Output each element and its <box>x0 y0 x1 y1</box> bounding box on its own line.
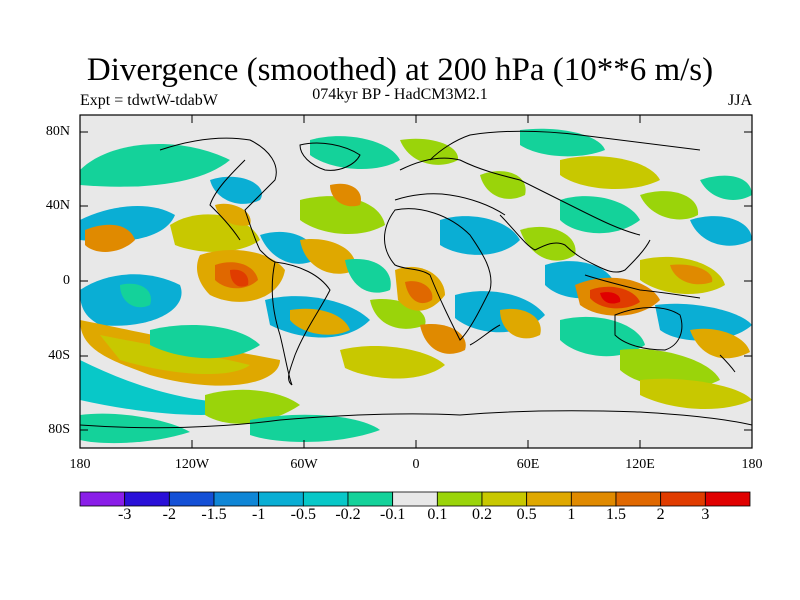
colorbar-label: 1.5 <box>606 506 626 523</box>
colorbar-swatch <box>704 491 751 507</box>
colorbar-swatch <box>526 491 572 507</box>
colorbar-label: 2 <box>656 506 665 523</box>
lon-tick-label: 180 <box>741 457 763 472</box>
colorbar-label: -1.5 <box>201 506 227 523</box>
colorbar-label: -3 <box>117 506 132 523</box>
plot-subtitle: 074kyr BP - HadCM3M2.1 <box>312 86 488 103</box>
colorbar-label: -2 <box>162 506 176 523</box>
colorbar-label: 0.5 <box>516 506 537 523</box>
colorbar-label: -0.2 <box>335 506 361 523</box>
colorbar-label: -0.5 <box>290 506 316 523</box>
colorbar-swatch <box>79 491 126 507</box>
lon-tick-label: 120E <box>625 457 655 472</box>
colorbar-swatch <box>302 491 349 507</box>
lon-tick-label: 60E <box>516 457 540 472</box>
colorbar-swatch <box>213 491 260 507</box>
colorbar-label: 0.2 <box>472 506 492 523</box>
experiment-label: Expt = tdwtW-tdabW <box>80 92 218 109</box>
lon-tick-label: 120W <box>174 457 210 472</box>
colorbar-swatch <box>481 491 528 507</box>
colorbar-label: 0.1 <box>427 506 448 523</box>
colorbar-swatch <box>436 491 483 507</box>
lat-tick-label: 40N <box>45 198 70 213</box>
colorbar-swatch <box>615 491 662 507</box>
colorbar-swatch <box>124 491 170 507</box>
colorbar-swatch <box>392 491 438 507</box>
colorbar-swatch <box>168 491 215 507</box>
plot-title: Divergence (smoothed) at 200 hPa (10**6 … <box>86 52 714 88</box>
colorbar-label: -1 <box>251 506 266 523</box>
lat-tick-label: 0 <box>63 273 70 288</box>
colorbar-swatch <box>570 491 617 507</box>
colorbar-swatch <box>660 491 706 507</box>
colorbar-swatch <box>347 491 394 507</box>
axis-ticks <box>79 115 753 448</box>
colorbar <box>79 491 751 507</box>
colorbar-label: 3 <box>701 506 710 523</box>
lon-tick-label: 0 <box>412 457 420 472</box>
colorbar-label: 1 <box>567 506 576 523</box>
coastlines <box>80 130 752 429</box>
lat-tick-label: 80N <box>45 124 70 139</box>
season-label: JJA <box>727 92 752 109</box>
lat-tick-label: 40S <box>48 348 70 363</box>
lat-tick-label: 80S <box>48 422 70 437</box>
colorbar-swatch <box>258 491 304 507</box>
lon-tick-label: 60W <box>290 457 318 472</box>
colorbar-label: -0.1 <box>379 506 406 523</box>
lon-tick-label: 180 <box>69 457 91 472</box>
divergence-field <box>80 128 752 444</box>
